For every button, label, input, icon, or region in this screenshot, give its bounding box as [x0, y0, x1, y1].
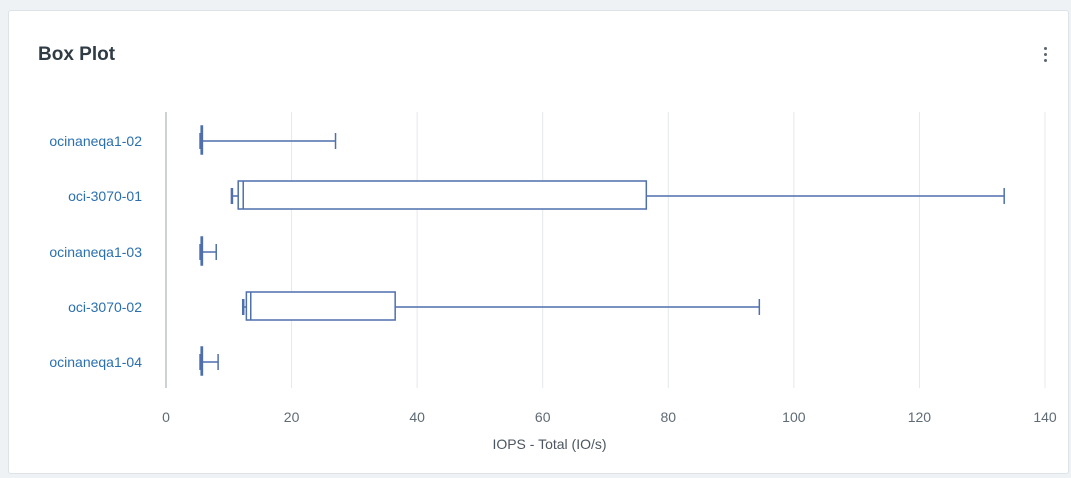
x-tick-label: 0: [162, 409, 170, 425]
card-title: Box Plot: [38, 44, 116, 65]
y-category-label[interactable]: ocinaneqa1-02: [49, 133, 142, 149]
x-tick-label: 140: [1033, 409, 1057, 425]
x-tick-label: 20: [284, 409, 300, 425]
x-axis-title: IOPS - Total (IO/s): [492, 436, 606, 452]
box-series: [199, 125, 1005, 376]
y-category-label[interactable]: ocinaneqa1-03: [49, 244, 142, 260]
x-tick-label: 80: [660, 409, 676, 425]
iqr-box: [237, 180, 648, 210]
y-axis-labels: ocinaneqa1-02 oci-3070-01 ocinaneqa1-03 oci…: [49, 133, 142, 370]
x-tick-label: 60: [535, 409, 551, 425]
chart-card: Box Plot: [8, 10, 1069, 474]
iqr-box: [245, 291, 396, 321]
box-oci-3070-01: [230, 180, 1005, 210]
box-ocinaneqa1-02: [199, 125, 337, 155]
box-oci-3070-02: [241, 291, 761, 321]
x-tick-label: 40: [409, 409, 425, 425]
kebab-menu-icon[interactable]: [1036, 43, 1056, 67]
box-ocinaneqa1-03: [199, 236, 217, 266]
x-tick-label: 120: [908, 409, 932, 425]
grid-lines: [291, 112, 1046, 388]
box-ocinaneqa1-04: [199, 346, 219, 376]
x-axis: 0 20 40 60 80 100 120 140: [162, 112, 1057, 425]
y-category-label[interactable]: oci-3070-01: [68, 188, 142, 204]
y-category-label[interactable]: ocinaneqa1-04: [49, 354, 142, 370]
x-tick-label: 100: [782, 409, 806, 425]
y-category-label[interactable]: oci-3070-02: [68, 299, 142, 315]
